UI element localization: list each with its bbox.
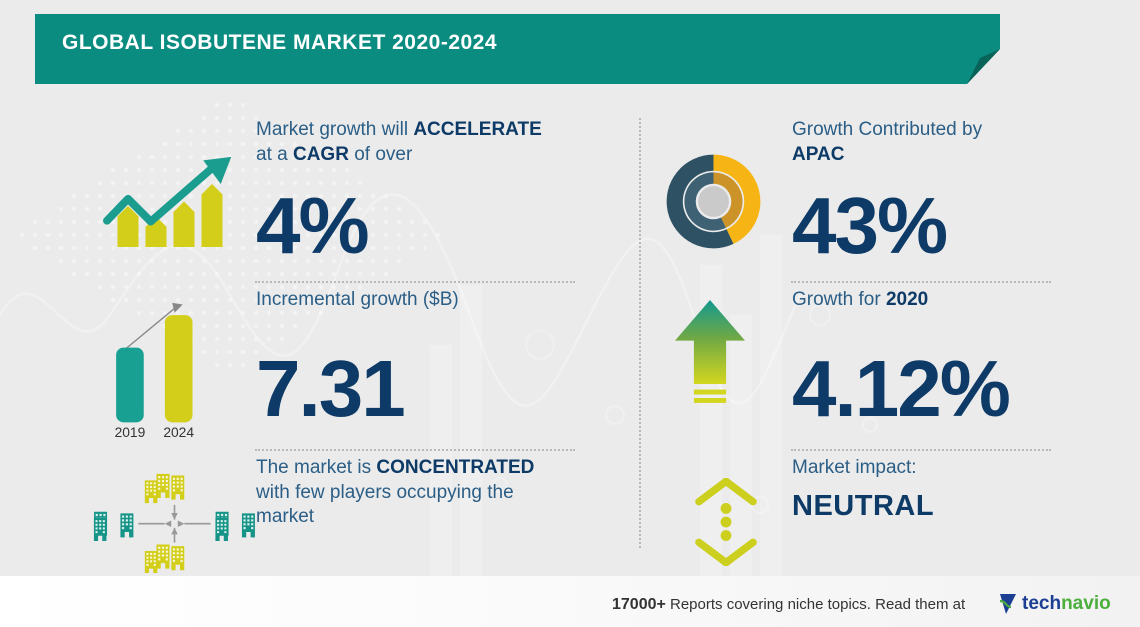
svg-text:2024: 2024 — [163, 424, 194, 440]
svg-text:2019: 2019 — [115, 424, 146, 440]
